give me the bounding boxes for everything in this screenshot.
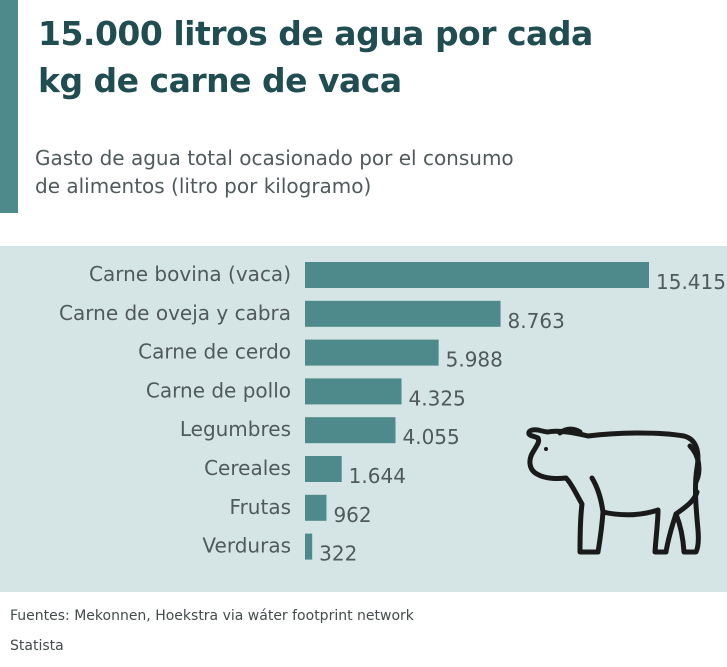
- source-note: Fuentes: Mekonnen, Hoekstra via wáter fo…: [10, 608, 414, 624]
- value-label-carne-de-pollo: 4.325: [409, 386, 466, 410]
- category-label-legumbres: Legumbres: [180, 417, 291, 441]
- value-label-verduras: 322: [319, 542, 357, 566]
- bars-layer: Carne bovina (vaca) 15.415 Carne de oveja …: [59, 262, 726, 566]
- value-label-carne-de-oveja-y-cabra: 8.763: [508, 309, 565, 333]
- subtitle-line-2: de alimentos (litro por kilogramo): [35, 174, 372, 198]
- footer: Fuentes: Mekonnen, Hoekstra via wáter fo…: [10, 607, 414, 667]
- value-label-carne-de-cerdo: 5.988: [446, 348, 503, 372]
- subtitle: Gasto de agua total ocasionado por el co…: [35, 144, 675, 200]
- category-label-verduras: Verduras: [202, 534, 291, 558]
- bar-legumbres: [305, 417, 396, 444]
- value-label-carne-bovina-vaca: 15.415: [656, 270, 726, 294]
- category-label-carne-de-oveja-y-cabra: Carne de oveja y cabra: [59, 301, 291, 325]
- bar-verduras: [305, 533, 313, 560]
- bar-carne-de-oveja-y-cabra: [305, 300, 501, 327]
- subtitle-line-1: Gasto de agua total ocasionado por el co…: [35, 146, 514, 170]
- value-label-frutas: 962: [333, 503, 371, 527]
- cow-icon: [526, 426, 702, 555]
- chart-panel: Carne bovina (vaca) 15.415 Carne de oveja …: [0, 246, 727, 592]
- bar-cereales: [305, 456, 342, 482]
- category-label-carne-de-cerdo: Carne de cerdo: [138, 340, 291, 364]
- accent-bar: [0, 0, 18, 213]
- category-label-carne-de-pollo: Carne de pollo: [146, 378, 291, 402]
- bar-carne-de-pollo: [305, 378, 402, 405]
- bar-carne-de-cerdo: [305, 339, 439, 366]
- category-label-cereales: Cereales: [204, 456, 291, 480]
- category-label-frutas: Frutas: [230, 495, 291, 519]
- category-label-carne-bovina-vaca: Carne bovina (vaca): [89, 262, 291, 286]
- brand-credit: Statista: [10, 638, 64, 654]
- bar-frutas: [305, 494, 327, 521]
- page-title: 15.000 litros de agua por cada kg de car…: [38, 10, 698, 104]
- title-line-1: 15.000 litros de agua por cada: [38, 14, 593, 53]
- bar-carne-bovina-vaca: [305, 262, 649, 288]
- title-line-2: kg de carne de vaca: [38, 61, 402, 100]
- value-label-legumbres: 4.055: [402, 425, 459, 449]
- bar-chart: Carne bovina (vaca) 15.415 Carne de oveja …: [59, 262, 726, 566]
- value-label-cereales: 1.644: [349, 464, 406, 488]
